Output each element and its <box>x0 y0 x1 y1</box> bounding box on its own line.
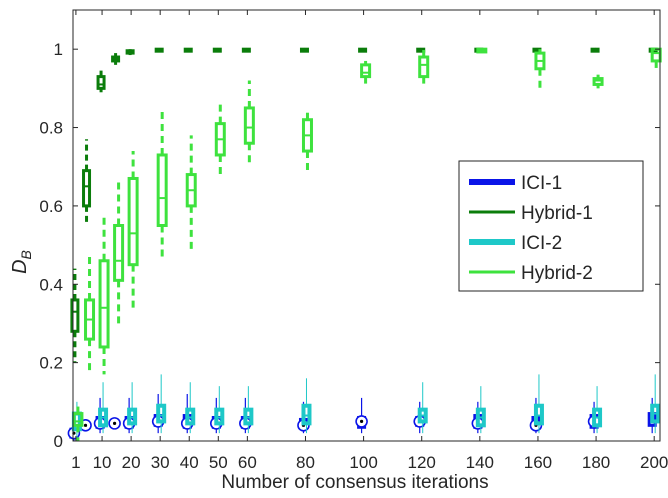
y-axis-label-main: D <box>9 259 31 273</box>
box-iqr <box>98 259 110 349</box>
box-hybrid-2 <box>156 111 168 261</box>
box-hybrid-1 <box>299 47 309 53</box>
box-iqr <box>82 169 92 208</box>
box-hybrid-2 <box>534 49 546 93</box>
x-tick-label: 200 <box>640 453 668 472</box>
box-hybrid-1 <box>241 47 251 53</box>
box-ici-2 <box>127 382 138 434</box>
box-hybrid-1 <box>416 47 426 53</box>
y-tick-label: 0 <box>54 432 63 451</box>
series-hybrid-2 <box>72 47 662 441</box>
x-tick-label: 100 <box>349 453 377 472</box>
y-axis-label-subscript: B <box>18 250 34 259</box>
box-iqr <box>418 55 430 79</box>
y-tick-label: 0.6 <box>39 197 63 216</box>
box-hybrid-2 <box>476 47 488 54</box>
box-hybrid-2 <box>650 47 662 69</box>
legend-label: ICI-1 <box>521 173 562 194</box>
box-hybrid-1 <box>358 47 368 53</box>
y-axis-ticks: 0 0.2 0.4 0.6 0.8 1 <box>39 40 660 451</box>
box-hybrid-2 <box>243 80 255 163</box>
x-tick-label: 80 <box>296 453 315 472</box>
box-ici-2 <box>301 378 312 434</box>
box-hybrid-1 <box>125 49 135 56</box>
box-ici-2 <box>156 374 167 434</box>
box-hybrid-2 <box>84 252 96 375</box>
box-hybrid-1 <box>212 47 222 53</box>
box-hybrid-1 <box>183 47 193 53</box>
box-iqr <box>113 224 125 282</box>
box-ici-2 <box>417 382 428 434</box>
x-tick-label: 1 <box>71 453 80 472</box>
x-tick-label: 30 <box>151 453 170 472</box>
legend-label: Hybrid-2 <box>521 263 593 284</box>
box-iqr <box>72 412 84 427</box>
legend-label: Hybrid-1 <box>521 203 593 224</box>
axes-frame <box>72 9 661 442</box>
box-hybrid-1 <box>82 139 92 226</box>
x-tick-label: 40 <box>180 453 199 472</box>
box-hybrid-2 <box>214 100 226 179</box>
box-hybrid-1 <box>154 47 164 53</box>
box-ici-2 <box>592 386 603 434</box>
y-axis-label: DB <box>9 250 34 274</box>
box-hybrid-1 <box>111 53 121 65</box>
box-hybrid-2 <box>418 49 430 89</box>
box-iqr <box>360 63 372 79</box>
x-tick-label: 160 <box>524 453 552 472</box>
chart-marks <box>67 47 662 441</box>
box-hybrid-2 <box>360 60 372 85</box>
box-iqr <box>127 176 139 267</box>
x-tick-label: 20 <box>122 453 141 472</box>
x-tick-label: 180 <box>582 453 610 472</box>
box-hybrid-2 <box>113 178 125 324</box>
y-tick-label: 0.2 <box>39 354 63 373</box>
box-iqr <box>156 153 168 228</box>
mean-marker-dot <box>112 421 117 425</box>
box-ici-2 <box>243 386 254 434</box>
y-tick-label: 0.8 <box>39 119 63 138</box>
box-hybrid-2 <box>72 405 84 441</box>
mean-marker-dot <box>359 419 364 424</box>
y-tick-label: 0.4 <box>39 275 63 294</box>
legend: ICI-1 Hybrid-1 ICI-2 Hybrid-2 <box>458 160 644 292</box>
x-tick-label: 120 <box>408 453 436 472</box>
box-iqr <box>156 403 167 424</box>
box-hybrid-2 <box>98 217 110 375</box>
mean-marker-dot <box>83 423 88 427</box>
box-iqr <box>70 298 80 333</box>
series-ici-2 <box>71 374 661 441</box>
x-axis-ticks: 1 10 20 30 40 50 60 80 100 120 140 160 180 200 <box>71 10 668 472</box>
x-tick-label: 10 <box>93 453 112 472</box>
x-axis-label: Number of consensus iterations <box>221 472 488 493</box>
box-hybrid-2 <box>127 151 139 308</box>
series-hybrid-1 <box>70 47 658 363</box>
box-ici-2 <box>533 374 544 434</box>
box-ici-2 <box>185 382 196 434</box>
x-tick-label: 60 <box>238 453 257 472</box>
legend-label: ICI-2 <box>521 233 562 254</box>
box-hybrid-2 <box>185 135 197 250</box>
x-tick-label: 50 <box>209 453 228 472</box>
box-ici-2 <box>98 382 109 434</box>
box-hybrid-1 <box>96 68 106 93</box>
box-hybrid-1 <box>590 47 600 53</box>
box-ici-2 <box>650 374 661 434</box>
box-ici-2 <box>214 386 225 434</box>
box-hybrid-2 <box>301 111 313 171</box>
y-tick-label: 1 <box>54 40 63 59</box>
box-iqr <box>243 106 255 145</box>
x-tick-label: 140 <box>466 453 494 472</box>
box-iqr <box>96 75 106 90</box>
box-hybrid-2 <box>592 74 604 89</box>
box-ici-2 <box>475 386 486 434</box>
